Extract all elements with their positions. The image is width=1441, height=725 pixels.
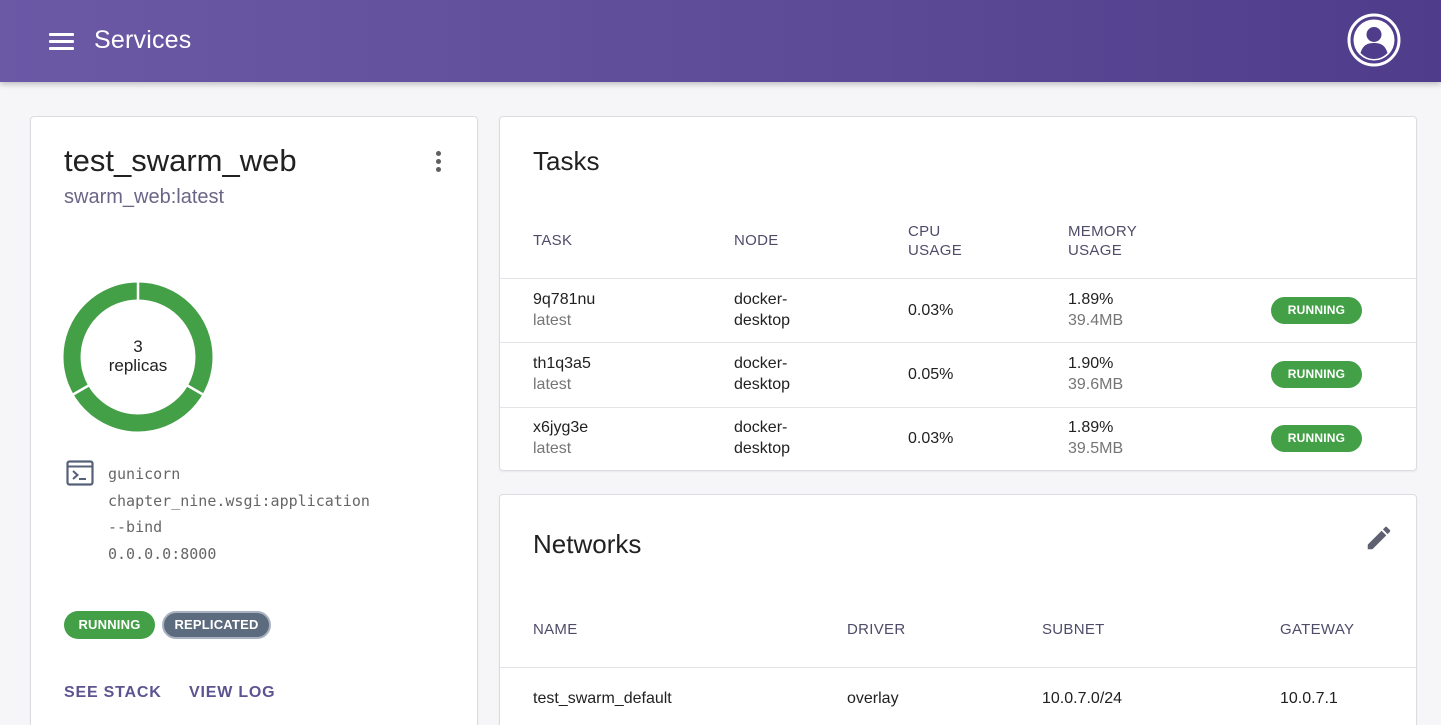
task-id: 9q781nu bbox=[533, 291, 596, 308]
more-vert-icon[interactable] bbox=[429, 149, 447, 175]
column-header-subnet: SUBNET bbox=[1042, 621, 1105, 638]
column-header-memory-line: MEMORY bbox=[1068, 223, 1138, 240]
column-header-task: TASK bbox=[533, 232, 573, 249]
column-header-gateway: GATEWAY bbox=[1280, 621, 1355, 638]
column-header-name: NAME bbox=[533, 621, 578, 638]
task-node-cell: docker- desktop bbox=[734, 418, 790, 459]
column-header-memory-line: USAGE bbox=[1068, 242, 1123, 259]
task-memory-size: 39.6MB bbox=[1068, 375, 1124, 393]
tasks-title: Tasks bbox=[533, 146, 600, 176]
network-gateway: 10.0.7.1 bbox=[1280, 690, 1338, 707]
status-badge: RUNNING bbox=[64, 611, 155, 639]
divider bbox=[500, 342, 1416, 343]
menu-icon[interactable] bbox=[46, 26, 78, 56]
replica-separator bbox=[185, 383, 205, 397]
task-tag: latest bbox=[533, 375, 572, 393]
task-id: th1q3a5 bbox=[533, 355, 591, 372]
task-tag: latest bbox=[533, 439, 572, 457]
tasks-card: Tasks TASK NODE CPU USAGE MEMORY USAGE 9… bbox=[499, 116, 1417, 471]
task-memory-cell: 1.90% 39.6MB bbox=[1068, 354, 1123, 395]
task-memory-cell: 1.89% 39.4MB bbox=[1068, 290, 1123, 331]
task-id-cell: th1q3a5 latest bbox=[533, 354, 591, 395]
task-memory-size: 39.4MB bbox=[1068, 311, 1124, 329]
divider bbox=[500, 667, 1416, 668]
replicas-text: replicas bbox=[108, 356, 168, 375]
task-status-badge: RUNNING bbox=[1271, 361, 1362, 388]
column-header-node: NODE bbox=[734, 232, 779, 249]
task-node-line: docker- bbox=[734, 419, 788, 436]
task-memory-size: 39.5MB bbox=[1068, 439, 1124, 457]
task-node-cell: docker- desktop bbox=[734, 290, 790, 331]
network-name: test_swarm_default bbox=[533, 690, 672, 707]
task-memory-cell: 1.89% 39.5MB bbox=[1068, 418, 1123, 459]
command-line: gunicorn bbox=[108, 465, 181, 483]
command-line: --bind bbox=[108, 518, 163, 536]
task-cpu: 0.03% bbox=[908, 430, 954, 447]
task-node-line: desktop bbox=[734, 439, 791, 457]
task-node-cell: docker- desktop bbox=[734, 354, 790, 395]
column-header-driver: DRIVER bbox=[847, 621, 906, 638]
pencil-icon[interactable] bbox=[1364, 523, 1394, 553]
service-command: gunicorn chapter_nine.wsgi:application -… bbox=[108, 461, 370, 567]
task-id: x6jyg3e bbox=[533, 419, 589, 436]
app-bar: Services bbox=[0, 0, 1441, 82]
service-name: test_swarm_web bbox=[64, 143, 297, 178]
service-image: swarm_web:latest bbox=[64, 186, 225, 208]
network-driver: overlay bbox=[847, 690, 899, 707]
view-log-button[interactable]: VIEW LOG bbox=[189, 684, 276, 701]
task-node-line: desktop bbox=[734, 375, 791, 393]
service-card: test_swarm_web swarm_web:latest 3 replic… bbox=[30, 116, 478, 725]
column-header-cpu-line: USAGE bbox=[908, 242, 963, 259]
task-cpu: 0.03% bbox=[908, 302, 954, 319]
replicas-count: 3 bbox=[133, 337, 143, 356]
divider bbox=[500, 407, 1416, 408]
see-stack-button[interactable]: SEE STACK bbox=[64, 684, 162, 701]
replicas-donut-chart bbox=[63, 281, 213, 432]
task-node-line: docker- bbox=[734, 355, 788, 372]
task-status-badge: RUNNING bbox=[1271, 297, 1362, 324]
task-node-line: desktop bbox=[734, 311, 791, 329]
page-title: Services bbox=[94, 26, 192, 54]
task-memory-percent: 1.90% bbox=[1068, 355, 1114, 372]
command-line: 0.0.0.0:8000 bbox=[108, 544, 217, 563]
terminal-icon bbox=[66, 460, 94, 486]
networks-title: Networks bbox=[533, 529, 642, 559]
column-header-cpu-line: CPU bbox=[908, 223, 941, 240]
account-circle-icon[interactable] bbox=[1346, 12, 1402, 68]
task-id-cell: x6jyg3e latest bbox=[533, 418, 588, 459]
task-memory-percent: 1.89% bbox=[1068, 419, 1114, 436]
task-memory-percent: 1.89% bbox=[1068, 291, 1114, 308]
command-line: chapter_nine.wsgi:application bbox=[108, 491, 370, 510]
divider bbox=[500, 278, 1416, 279]
mode-badge: REPLICATED bbox=[162, 611, 271, 639]
task-node-line: docker- bbox=[734, 291, 788, 308]
network-subnet: 10.0.7.0/24 bbox=[1042, 690, 1123, 707]
networks-card: Networks NAME DRIVER SUBNET GATEWAY test… bbox=[499, 494, 1417, 725]
task-cpu: 0.05% bbox=[908, 366, 954, 383]
replicas-label: 3 replicas bbox=[63, 337, 213, 375]
task-tag: latest bbox=[533, 311, 572, 329]
task-status-badge: RUNNING bbox=[1271, 425, 1362, 452]
replica-separator bbox=[71, 383, 91, 397]
column-header-cpu: CPU USAGE bbox=[908, 222, 962, 260]
task-id-cell: 9q781nu latest bbox=[533, 290, 595, 331]
column-header-memory: MEMORY USAGE bbox=[1068, 222, 1137, 260]
